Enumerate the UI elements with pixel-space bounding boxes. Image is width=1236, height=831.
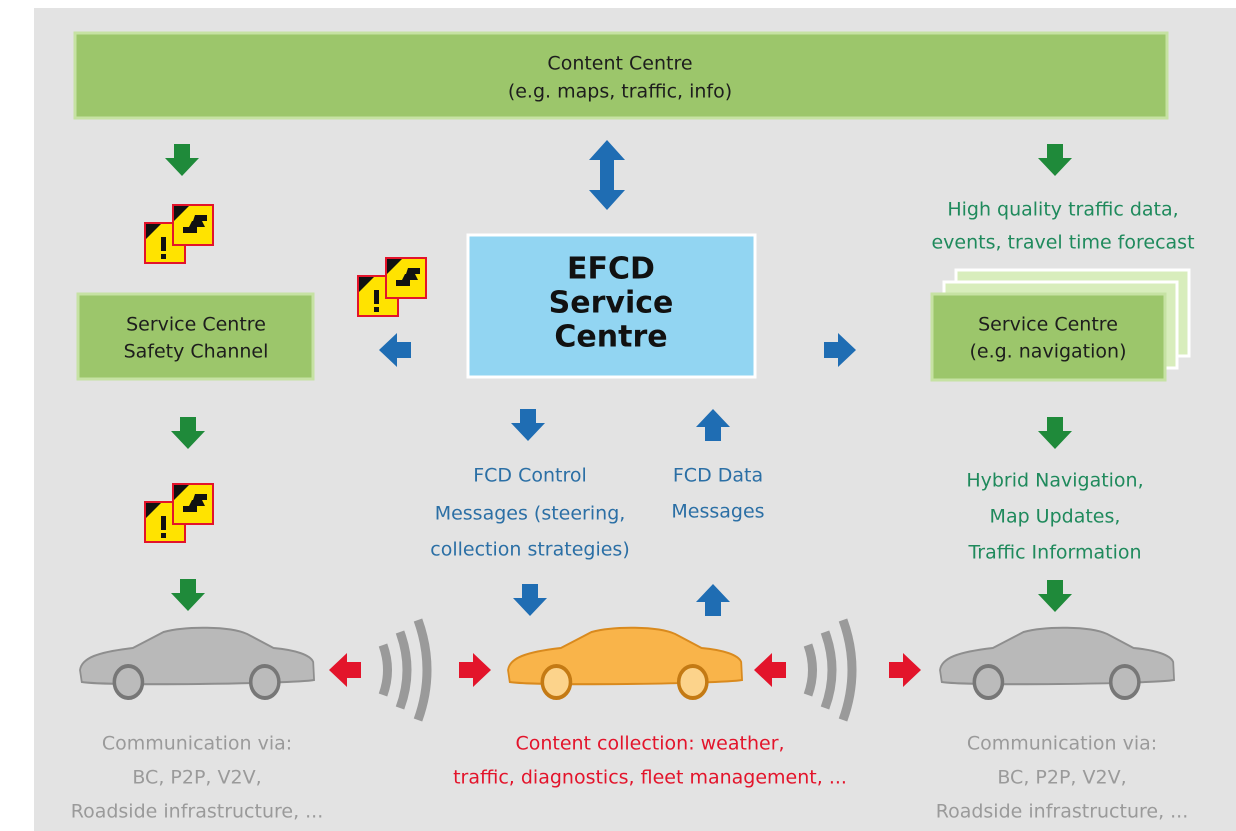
- label: Communication via:: [967, 733, 1157, 755]
- label: Communication via:: [102, 733, 292, 755]
- box-title: Service Centre: [978, 314, 1118, 336]
- label: BC, P2P, V2V,: [997, 767, 1126, 789]
- label: Map Updates,: [990, 506, 1121, 528]
- wave: [383, 645, 388, 695]
- navigation-box: [932, 294, 1165, 380]
- box-title: Content Centre: [547, 53, 692, 75]
- box-title: Safety Channel: [124, 341, 269, 363]
- label: High quality traffic data,: [947, 199, 1178, 221]
- label: Content collection: weather,: [515, 733, 784, 755]
- label: Roadside infrastructure, ...: [71, 801, 324, 823]
- wave: [808, 645, 813, 695]
- content-centre-box: [75, 33, 1167, 118]
- label: BC, P2P, V2V,: [132, 767, 261, 789]
- box-title: Service Centre: [126, 314, 266, 336]
- label: Messages: [671, 501, 764, 523]
- box-title: Centre: [554, 320, 667, 355]
- label: Hybrid Navigation,: [966, 470, 1143, 492]
- label: traffic, diagnostics, fleet management, …: [453, 767, 847, 789]
- label: FCD Control: [473, 465, 587, 487]
- box-title: EFCD: [567, 252, 655, 287]
- box-text: (e.g. navigation): [969, 341, 1126, 363]
- safety-box: [78, 294, 313, 379]
- label: Roadside infrastructure, ...: [936, 801, 1189, 823]
- diagram: Content Centre (e.g. maps, traffic, info…: [0, 0, 1236, 831]
- label: FCD Data: [673, 465, 763, 487]
- label: Messages (steering,: [435, 503, 626, 525]
- box-title: Service: [549, 286, 674, 321]
- box-text: (e.g. maps, traffic, info): [508, 81, 732, 103]
- label: Traffic Information: [967, 542, 1141, 564]
- label: collection strategies): [430, 539, 629, 561]
- label: events, travel time forecast: [931, 232, 1194, 254]
